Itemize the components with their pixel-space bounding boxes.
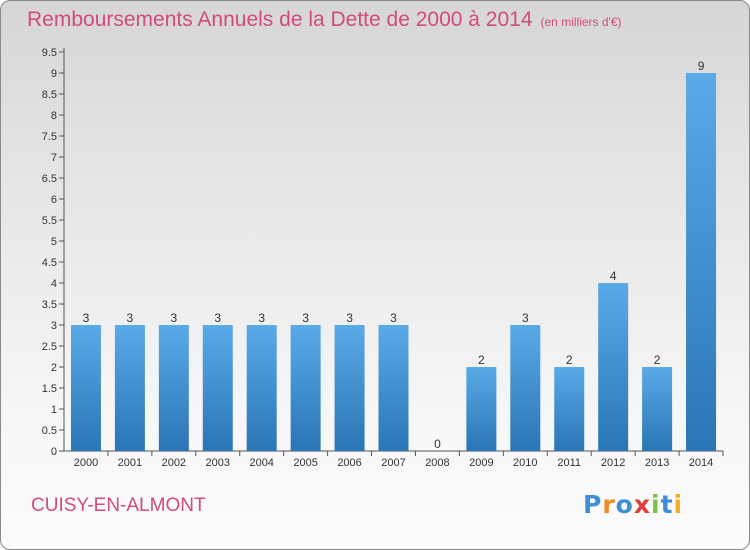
data-label-2007: 3	[390, 311, 397, 325]
y-tick-label: 8	[51, 110, 57, 122]
y-tick-label: 4.5	[42, 257, 57, 269]
y-tick-label: 9	[51, 68, 57, 80]
logo-letter: t	[660, 490, 674, 519]
commune-name: CUISY-EN-ALMONT	[31, 495, 206, 516]
y-tick-label: 3.5	[42, 299, 57, 311]
y-tick-label: 8.5	[42, 89, 57, 101]
y-tick-label: 2.5	[42, 341, 57, 353]
y-tick-label: 9.5	[42, 47, 57, 59]
y-tick-label: 3	[51, 320, 57, 332]
y-tick-label: 4	[51, 278, 57, 290]
x-tick-label: 2005	[293, 457, 317, 469]
bar-2003	[202, 325, 233, 451]
data-label-2012: 4	[610, 269, 617, 283]
data-label-2006: 3	[346, 311, 353, 325]
bar-2014	[686, 73, 717, 451]
bar-2010	[510, 325, 541, 451]
data-label-2010: 3	[522, 311, 529, 325]
bar-2001	[114, 325, 145, 451]
data-label-2008: 0	[434, 437, 441, 451]
logo-letter: i	[673, 490, 684, 519]
chart-subtitle: (en milliers d'€)	[540, 15, 622, 29]
data-label-2001: 3	[127, 311, 134, 325]
y-tick-label: 7.5	[42, 131, 57, 143]
chart-bars	[70, 73, 717, 451]
y-tick-label: 5	[51, 236, 57, 248]
logo-letter: i	[651, 490, 661, 519]
y-tick-label: 1	[51, 404, 57, 416]
y-tick-label: 2	[51, 362, 57, 374]
data-label-2005: 3	[302, 311, 309, 325]
data-label-2009: 2	[478, 353, 485, 367]
proxiti-logo: Proxiti	[583, 490, 683, 519]
y-tick-label: 5.5	[42, 215, 57, 227]
x-tick-label: 2013	[645, 457, 669, 469]
bar-2007	[378, 325, 409, 451]
chart-title-text: Remboursements Annuels de la Dette de 20…	[27, 8, 533, 31]
bar-2006	[334, 325, 365, 451]
x-tick-label: 2003	[206, 457, 230, 469]
x-tick-label: 2007	[381, 457, 405, 469]
y-tick-label: 0.5	[42, 425, 57, 437]
x-tick-label: 2010	[513, 457, 537, 469]
y-tick-label: 0	[51, 446, 57, 458]
x-tick-label: 2002	[162, 457, 186, 469]
x-tick-label: 2012	[601, 457, 625, 469]
chart-title: Remboursements Annuels de la Dette de 20…	[27, 8, 622, 32]
bar-2013	[642, 367, 673, 451]
bar-2012	[598, 283, 629, 451]
bar-2005	[290, 325, 321, 451]
data-label-2013: 2	[654, 353, 661, 367]
x-tick-label: 2009	[469, 457, 493, 469]
x-tick-label: 2000	[74, 457, 98, 469]
x-tick-label: 2011	[557, 457, 581, 469]
logo-letter: r	[602, 490, 616, 519]
data-label-2004: 3	[258, 311, 265, 325]
y-tick-label: 1.5	[42, 383, 57, 395]
bar-2009	[466, 367, 497, 451]
x-tick-label: 2014	[689, 457, 713, 469]
bar-2004	[246, 325, 277, 451]
x-tick-label: 2004	[249, 457, 273, 469]
y-tick-label: 6	[51, 194, 57, 206]
data-label-2000: 3	[83, 311, 90, 325]
logo-letter: P	[583, 490, 603, 519]
data-label-2014: 9	[698, 59, 705, 73]
data-label-2003: 3	[214, 311, 221, 325]
chart-data-labels: 3 3 3 3 3 3 3 3 0 2 3 2 4 2 9	[83, 59, 705, 451]
bar-2002	[158, 325, 189, 451]
y-tick-label: 7	[51, 152, 57, 164]
data-label-2002: 3	[170, 311, 177, 325]
bar-2011	[554, 367, 585, 451]
x-tick-label: 2008	[425, 457, 449, 469]
x-tick-label: 2006	[337, 457, 361, 469]
x-tick-label: 2001	[118, 457, 142, 469]
data-label-2011: 2	[566, 353, 573, 367]
logo-letter: o	[615, 490, 634, 519]
logo-letter: x	[633, 490, 651, 519]
y-tick-label: 6.5	[42, 173, 57, 185]
bar-2000	[70, 325, 101, 451]
